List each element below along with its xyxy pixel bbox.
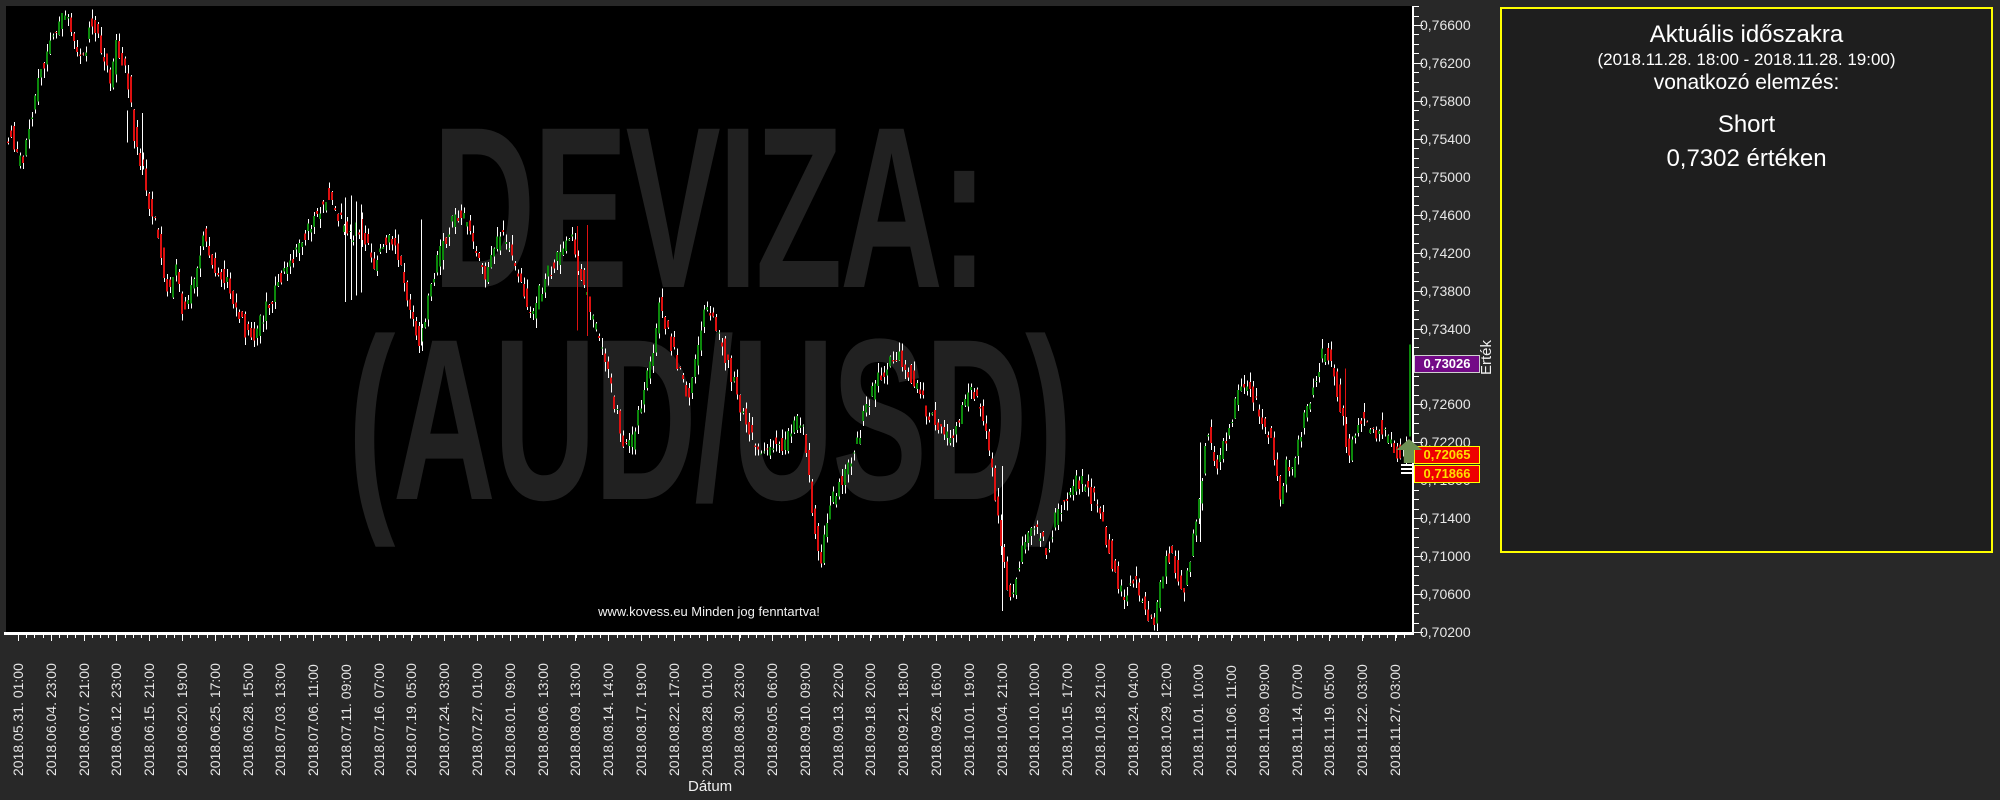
x-axis-label: 2018.07.16. 07:00 xyxy=(370,663,387,776)
x-axis-label: 2018.07.11. 09:00 xyxy=(337,664,354,776)
signal-price-marker-lower: 0,71866 xyxy=(1414,464,1480,483)
y-axis-label: 0,74600 xyxy=(1420,206,1471,223)
y-axis-label: 0,73400 xyxy=(1420,320,1471,337)
x-axis-label: 2018.07.19. 05:00 xyxy=(403,663,420,776)
x-axis-label: 2018.08.22. 17:00 xyxy=(665,663,682,776)
x-axis-label: 2018.06.28. 15:00 xyxy=(239,663,256,776)
x-axis-label: 2018.11.19. 05:00 xyxy=(1321,664,1338,776)
x-axis-label: 2018.10.01. 19:00 xyxy=(960,663,977,776)
panel-title: Aktuális időszakra xyxy=(1649,21,1844,48)
x-axis-label: 2018.06.04. 23:00 xyxy=(42,663,59,776)
x-axis-title: Dátum xyxy=(688,778,733,795)
axes-group xyxy=(4,6,1423,641)
deviza-watermark: DEVIZA: (AUD/USD) xyxy=(273,79,1145,548)
x-axis-label: 2018.08.14. 14:00 xyxy=(600,663,617,776)
x-axis-label: 2018.07.27. 01:00 xyxy=(469,663,485,776)
x-axis-label: 2018.09.21. 18:00 xyxy=(895,663,912,776)
x-axis-label: 2018.09.26. 16:00 xyxy=(928,663,944,776)
y-axis-label: 0,75000 xyxy=(1420,168,1471,185)
candles-group xyxy=(7,9,1407,632)
y-axis-label: 0,75800 xyxy=(1420,92,1471,109)
y-axis-label: 0,76200 xyxy=(1420,54,1471,71)
watermark-line-1: DEVIZA: xyxy=(432,79,988,336)
y-axis-label: 0,70600 xyxy=(1420,586,1471,603)
y-axis-label: 0,71000 xyxy=(1420,548,1471,565)
price-chart-plot-area[interactable]: DEVIZA: (AUD/USD) www.kovess.eu Minden j… xyxy=(6,6,1412,634)
price-dash-marker xyxy=(1401,464,1412,476)
signal-price-marker-upper: 0,72065 xyxy=(1414,446,1480,465)
x-axis-label: 2018.09.18. 20:00 xyxy=(862,663,879,776)
watermark-line-2: (AUD/USD) xyxy=(347,291,1073,548)
x-axis-label: 2018.07.24. 03:00 xyxy=(436,663,453,776)
current-candle xyxy=(1409,344,1411,437)
x-axis-label: 2018.08.28. 01:00 xyxy=(698,663,715,776)
y-axis-label: 0,71400 xyxy=(1420,510,1471,527)
x-axis-label: 2018.06.20. 19:00 xyxy=(173,663,190,776)
x-axis-label: 2018.11.09. 09:00 xyxy=(1255,664,1272,776)
y-axis-title: Érték xyxy=(1478,339,1495,375)
x-axis-label: 2018.06.07. 21:00 xyxy=(75,663,92,776)
spike-wicks-group xyxy=(127,110,1411,612)
x-axis-label: 2018.10.04. 21:00 xyxy=(993,663,1010,776)
panel-subtitle: vonatkozó elemzés: xyxy=(1653,71,1840,94)
x-axis-label: 2018.11.06. 11:00 xyxy=(1223,665,1240,776)
x-axis-line xyxy=(4,632,1414,635)
panel-period: (2018.11.28. 18:00 - 2018.11.28. 19:00) xyxy=(1597,50,1896,69)
x-axis-label: 2018.11.01. 10:00 xyxy=(1190,664,1207,776)
x-axis-label: 2018.11.27. 03:00 xyxy=(1387,664,1403,776)
current-price-marker: 0,73026 xyxy=(1414,354,1480,373)
x-axis-label: 2018.09.05. 06:00 xyxy=(764,663,781,776)
analysis-panel: Aktuális időszakra (2018.11.28. 18:00 - … xyxy=(1500,7,1993,553)
y-axis-label: 0,76600 xyxy=(1420,17,1471,33)
x-axis-label: 2018.10.10. 10:00 xyxy=(1026,663,1043,776)
copyright-watermark: www.kovess.eu Minden jog fenntartva! xyxy=(598,604,820,619)
x-axis-label: 2018.08.17. 19:00 xyxy=(632,663,649,776)
x-axis-label: 2018.10.24. 04:00 xyxy=(1124,663,1141,776)
x-axis-label: 2018.06.25. 17:00 xyxy=(206,663,223,776)
x-axis-label: 2018.08.09. 13:00 xyxy=(567,663,584,776)
y-axis-label: 0,72600 xyxy=(1420,396,1471,413)
x-axis-label: 2018.10.18. 21:00 xyxy=(1091,663,1108,776)
x-axis-label: 2018.10.15. 17:00 xyxy=(1059,663,1076,776)
y-axis-label: 0,74200 xyxy=(1420,244,1471,261)
signal-price: 0,7302 értéken xyxy=(1666,145,1827,172)
y-axis-label: 0,75400 xyxy=(1420,130,1471,147)
y-axis-line xyxy=(1412,6,1414,635)
x-axis-label: 2018.06.15. 21:00 xyxy=(141,663,158,776)
signal-direction: Short xyxy=(1717,111,1776,138)
x-axis-label: 2018.08.01. 09:00 xyxy=(501,663,518,776)
x-axis-label: 2018.07.03. 13:00 xyxy=(272,663,289,776)
x-axis-label: 2018.09.10. 09:00 xyxy=(796,663,813,776)
x-axis-label: 2018.07.06. 11:00 xyxy=(305,664,322,776)
x-axis-label: 2018.11.14. 07:00 xyxy=(1288,664,1305,776)
x-axis-label: 2018.10.29. 12:00 xyxy=(1157,663,1174,776)
y-axis-label: 0,70200 xyxy=(1420,624,1471,640)
x-axis-label: 2018.08.30. 23:00 xyxy=(731,663,748,776)
y-axis-label: 0,73800 xyxy=(1420,282,1471,299)
x-axis-label: 2018.11.22. 03:00 xyxy=(1354,664,1371,776)
x-axis-label: 2018.06.12. 23:00 xyxy=(108,663,125,776)
x-axis-label: 2018.05.31. 01:00 xyxy=(10,663,26,776)
x-axis-label: 2018.09.13. 22:00 xyxy=(829,663,846,776)
x-axis-label: 2018.08.06. 13:00 xyxy=(534,663,551,776)
